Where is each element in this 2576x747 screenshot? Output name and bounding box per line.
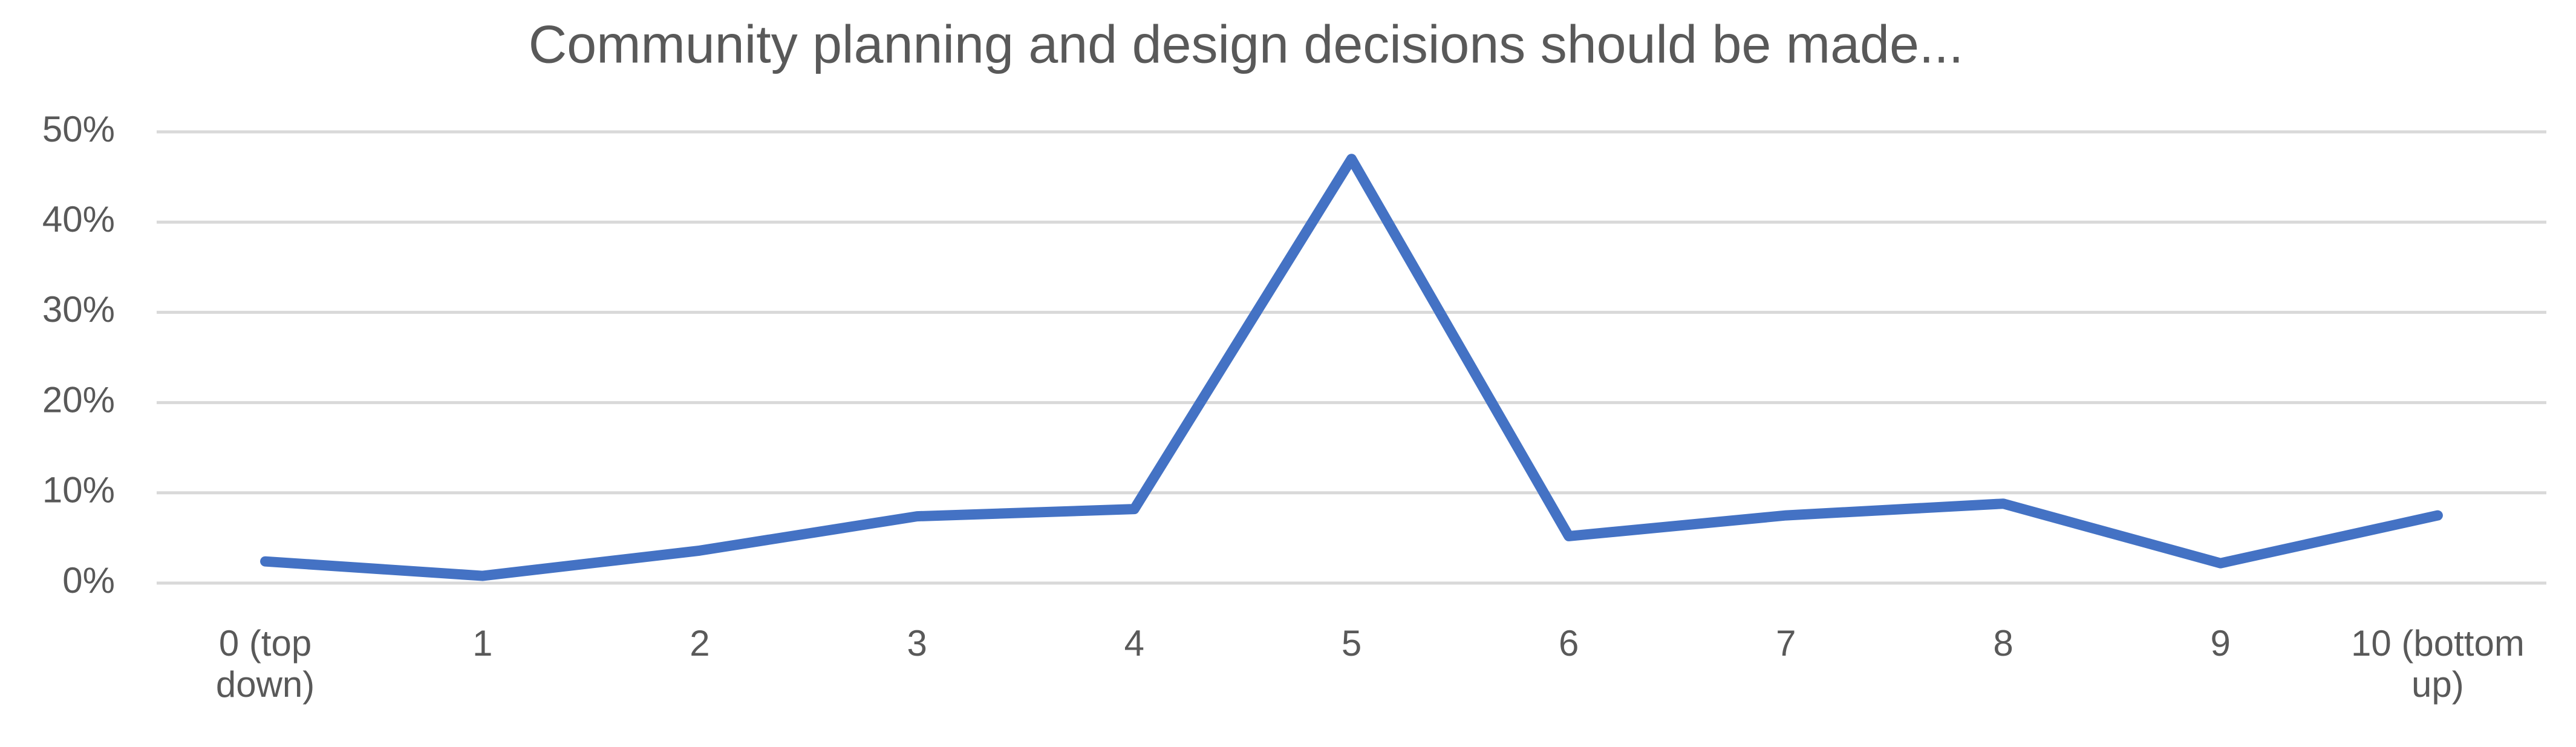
x-tick-label: 3 [907, 623, 927, 664]
x-tick-label: 5 [1341, 623, 1362, 664]
y-tick-label: 40% [42, 199, 115, 240]
line-series [260, 154, 2443, 581]
x-tick-label: 4 [1124, 623, 1144, 664]
x-tick-label: 7 [1776, 623, 1796, 664]
y-tick-label: 20% [42, 379, 115, 420]
y-tick-label: 30% [42, 289, 115, 330]
x-tick-label: 10 (bottom up) [2350, 623, 2525, 705]
x-tick-label: 1 [472, 623, 493, 664]
chart-title: Community planning and design decisions … [529, 14, 1964, 74]
x-tick-label: 2 [690, 623, 710, 664]
x-tick-label: 9 [2210, 623, 2231, 664]
x-tick-label: 8 [1993, 623, 2014, 664]
y-tick-label: 50% [42, 109, 115, 149]
y-tick-label: 0% [62, 560, 115, 601]
y-tick-label: 10% [42, 470, 115, 511]
x-tick-label: 0 (top down) [215, 623, 315, 705]
x-tick-label: 6 [1558, 623, 1579, 664]
